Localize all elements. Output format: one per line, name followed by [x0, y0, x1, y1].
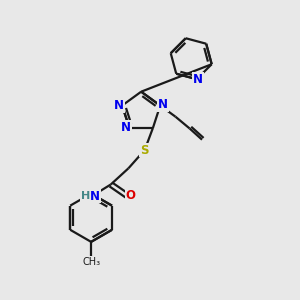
Text: N: N [114, 99, 124, 112]
Text: N: N [193, 73, 203, 86]
Text: O: O [126, 189, 136, 202]
Text: H: H [81, 191, 90, 201]
Text: N: N [90, 190, 100, 203]
Text: N: N [121, 122, 131, 134]
Text: CH₃: CH₃ [82, 257, 100, 268]
Text: S: S [140, 143, 149, 157]
Text: N: N [158, 98, 168, 111]
